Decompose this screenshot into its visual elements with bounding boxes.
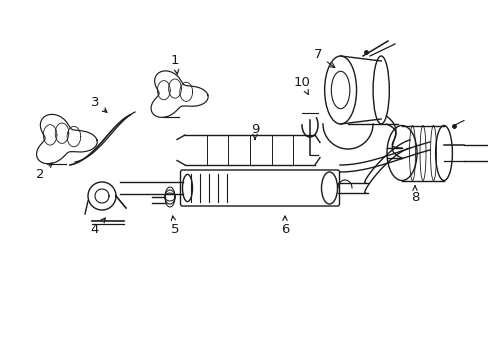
Text: 4: 4	[91, 218, 105, 237]
Text: 8: 8	[410, 186, 418, 204]
Text: 2: 2	[36, 163, 52, 181]
Text: 3: 3	[91, 95, 107, 112]
Text: 6: 6	[280, 216, 288, 237]
Text: 5: 5	[170, 216, 179, 237]
Text: 7: 7	[313, 49, 334, 68]
Text: 1: 1	[170, 54, 179, 74]
Text: 9: 9	[250, 123, 259, 139]
Text: 10: 10	[293, 76, 310, 94]
